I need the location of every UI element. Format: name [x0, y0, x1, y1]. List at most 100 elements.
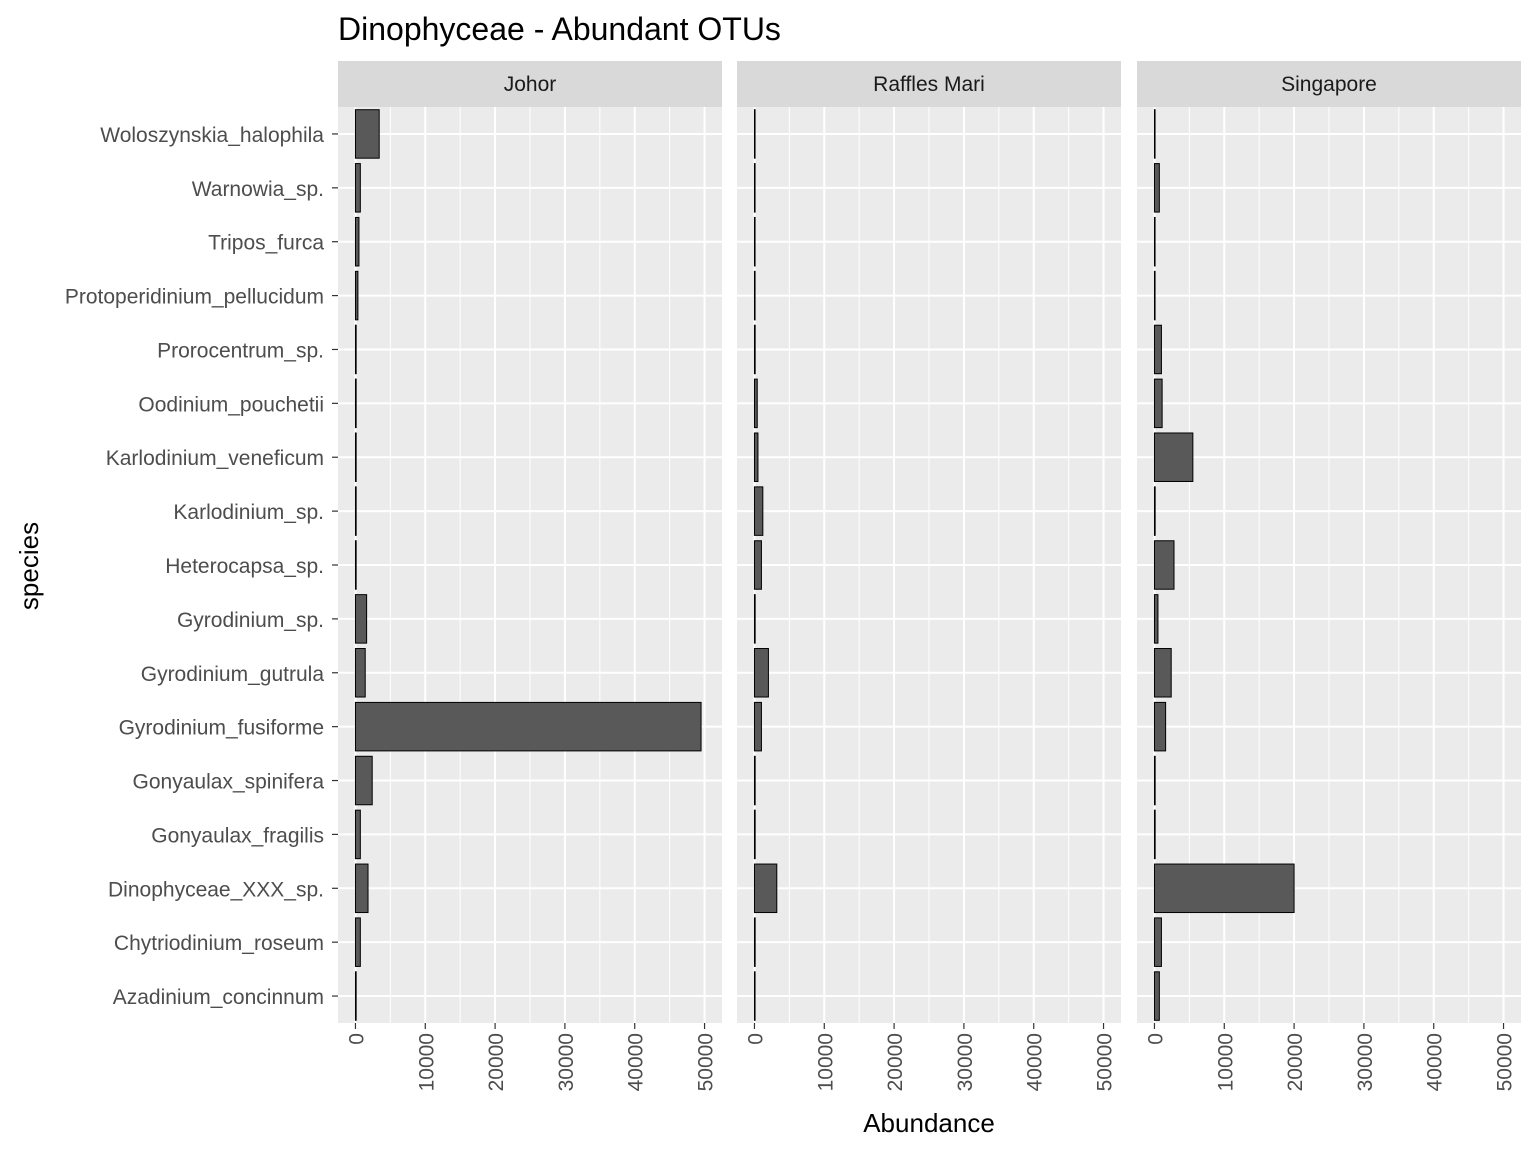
category-label: Tripos_furca	[208, 232, 324, 255]
bar	[753, 809, 756, 860]
bar	[354, 163, 361, 213]
bar	[354, 270, 359, 321]
facet-strip-label: Singapore	[1281, 73, 1377, 96]
bar	[1153, 486, 1156, 536]
bar	[1153, 917, 1162, 967]
bar	[1153, 324, 1162, 375]
bar	[1153, 701, 1167, 752]
x-tick-label: 20000	[1284, 1033, 1307, 1091]
x-tick-label: 10000	[814, 1033, 837, 1091]
bar	[1153, 216, 1156, 267]
x-tick-label: 0	[1144, 1033, 1167, 1045]
bar	[354, 863, 369, 914]
facet-strip	[737, 61, 1121, 107]
x-tick-label: 40000	[1024, 1033, 1047, 1091]
bar	[354, 432, 357, 482]
category-label: Heterocapsa_sp.	[165, 555, 324, 578]
facet-strip	[338, 61, 722, 107]
bar	[753, 863, 778, 914]
x-tick-label: 30000	[1354, 1033, 1377, 1091]
bar	[354, 701, 702, 752]
category-label: Gyrodinium_sp.	[177, 609, 324, 632]
category-label: Gonyaulax_fragilis	[151, 824, 324, 847]
x-tick-label: 0	[345, 1033, 368, 1045]
bar	[753, 701, 762, 752]
bar	[753, 378, 758, 429]
bar	[1153, 755, 1156, 806]
x-tick-label: 20000	[884, 1033, 907, 1091]
x-tick-label: 20000	[485, 1033, 508, 1091]
x-tick-label: 10000	[1214, 1033, 1237, 1091]
bar	[753, 109, 756, 159]
bar	[753, 540, 762, 590]
bar	[1153, 863, 1295, 914]
bar	[1153, 648, 1172, 698]
bar	[753, 917, 756, 967]
category-label: Gyrodinium_fusiforme	[119, 717, 324, 740]
bar	[354, 109, 380, 159]
bar	[753, 432, 759, 482]
category-label: Prorocentrum_sp.	[157, 339, 324, 362]
category-label: Warnowia_sp.	[192, 178, 324, 201]
bar	[354, 216, 360, 267]
bar	[354, 648, 366, 698]
bar	[753, 648, 769, 698]
bar	[1153, 594, 1159, 644]
bar	[753, 324, 756, 375]
bar	[354, 540, 357, 590]
x-tick-label: 30000	[555, 1033, 578, 1091]
x-tick-label: 50000	[1094, 1033, 1117, 1091]
facet-panel: Singapore 0 10000 20000 30000 40000 50000	[1137, 61, 1521, 1091]
facet-strip-label: Johor	[504, 73, 557, 96]
chart-title: Dinophyceae - Abundant OTUs	[338, 11, 781, 47]
category-label: Gyrodinium_gutrula	[141, 663, 325, 686]
bar	[354, 324, 357, 375]
facet-panel: Raffles Mari 0 10000 20000 30000 40000 50000	[737, 61, 1121, 1091]
bar	[753, 486, 764, 536]
bar	[354, 378, 357, 429]
x-tick-label: 30000	[954, 1033, 977, 1091]
bar	[753, 270, 756, 321]
x-tick-label: 50000	[1494, 1033, 1517, 1091]
plot-layer: Woloszynskia_halophila Warnowia_sp. Tripos…	[65, 61, 1521, 1091]
facet-panel: Johor 0 10000 20000 30000 40000 50000	[338, 61, 722, 1091]
category-label: Karlodinium_sp.	[173, 501, 324, 524]
bar	[753, 755, 756, 806]
bar	[354, 809, 361, 860]
bar	[1153, 163, 1160, 213]
bar	[753, 216, 756, 267]
category-label: Gonyaulax_spinifera	[133, 771, 325, 794]
bar	[1153, 540, 1175, 590]
category-label: Karlodinium_veneficum	[106, 447, 324, 470]
bar	[753, 163, 756, 213]
bar	[354, 755, 373, 806]
category-label: Oodinium_pouchetii	[138, 393, 324, 416]
bar	[354, 971, 357, 1021]
x-tick-label: 40000	[625, 1033, 648, 1091]
bar	[1153, 109, 1156, 159]
bar	[354, 486, 357, 536]
category-label: Azadinium_concinnum	[113, 986, 324, 1009]
x-tick-label: 0	[744, 1033, 767, 1045]
bar	[1153, 809, 1156, 860]
bar	[1153, 270, 1156, 321]
x-tick-label: 40000	[1424, 1033, 1447, 1091]
x-tick-label: 50000	[695, 1033, 718, 1091]
y-axis-title: species	[14, 522, 44, 610]
category-label: Chytriodinium_roseum	[114, 932, 324, 955]
bar	[1153, 971, 1160, 1021]
bar	[354, 917, 361, 967]
category-label: Dinophyceae_XXX_sp.	[108, 878, 324, 901]
bar	[1153, 378, 1163, 429]
facet-strip-label: Raffles Mari	[873, 73, 985, 96]
facet-strip	[1137, 61, 1521, 107]
bar	[753, 971, 756, 1021]
x-tick-label: 10000	[415, 1033, 438, 1091]
bar	[1153, 432, 1194, 482]
x-axis-title: Abundance	[863, 1108, 995, 1138]
category-label: Woloszynskia_halophila	[100, 124, 324, 147]
bar	[753, 594, 756, 644]
bar	[354, 594, 368, 644]
